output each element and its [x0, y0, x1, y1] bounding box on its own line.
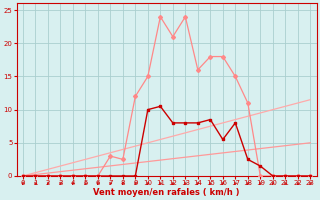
X-axis label: Vent moyen/en rafales ( km/h ): Vent moyen/en rafales ( km/h ) — [93, 188, 240, 197]
